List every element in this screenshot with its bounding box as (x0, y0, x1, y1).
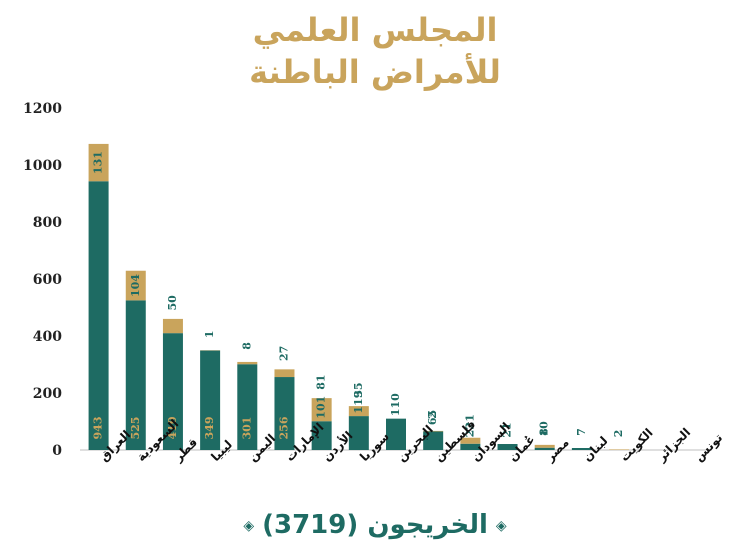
bar-segment-a (162, 333, 183, 450)
x-tick-label: الجزائر (654, 425, 693, 464)
bar-segment-b (162, 318, 183, 334)
bar-segment-a (348, 416, 369, 450)
bar-segment-a (311, 421, 332, 450)
data-label-b: 21 (463, 414, 476, 429)
y-tick-label: 0 (52, 443, 62, 459)
y-tick-label: 200 (33, 386, 62, 402)
data-label-b: 35 (352, 382, 365, 397)
bar-segment-a (460, 443, 481, 450)
bar-segment-a (200, 350, 221, 450)
bar-segment-a (386, 418, 406, 450)
bar-segment-a (237, 364, 258, 450)
y-tick-label: 400 (33, 329, 62, 345)
data-label-b: 104 (129, 274, 142, 297)
data-label-a: 525 (129, 417, 142, 440)
bar-segment-b (609, 449, 630, 450)
data-label-a: 65 (426, 410, 439, 425)
y-tick-label: 1000 (23, 158, 62, 174)
bar-segment-a (497, 444, 518, 450)
data-label-b: 2 (426, 411, 439, 419)
data-label-a: 8 (538, 428, 551, 436)
chart-title: المجلس العلمي (252, 11, 498, 49)
data-label-a: 943 (92, 417, 105, 440)
bar-segment-b (274, 369, 295, 378)
chart-subtitle: للأمراض الباطنة (249, 53, 501, 91)
data-label-b: 10 (538, 421, 551, 437)
value-labels: 9431315251044105034913018256271018111935… (92, 151, 625, 439)
data-label-a: 110 (389, 393, 402, 416)
data-label-b: 81 (315, 374, 328, 389)
bar-segment-b (423, 430, 444, 432)
data-label-b: 2 (612, 430, 625, 438)
graduates-count: (3719) (262, 510, 359, 540)
data-label-a: 119 (352, 391, 365, 414)
diamond-icon: ◈ (243, 517, 255, 534)
y-tick-label: 1200 (23, 101, 62, 117)
bar-segment-a (423, 431, 444, 450)
bar-segment-a (534, 447, 555, 450)
data-label-a: 256 (277, 416, 290, 439)
data-label-b: 8 (240, 342, 253, 350)
data-label-a: 21 (501, 422, 514, 437)
bar-segment-a (571, 448, 592, 450)
data-label-b: 1 (203, 330, 216, 338)
graduates-footer: ◈ الخريجون (3719) ◈ (0, 505, 750, 545)
data-label-a: 22 (463, 422, 476, 437)
diamond-icon: ◈ (495, 517, 507, 534)
data-label-a: 101 (315, 396, 328, 419)
x-tick-label: لبنان (580, 434, 610, 464)
data-label-a: 301 (240, 417, 253, 440)
x-tick-label: تونس (692, 431, 726, 465)
bar-segment-b (460, 437, 481, 444)
y-tick-label: 600 (33, 272, 62, 288)
bar-segment-b (237, 361, 258, 365)
data-label-a: 7 (575, 428, 588, 436)
bar-segment-b (311, 398, 332, 422)
bar-segment-a (274, 377, 295, 450)
data-label-b: 50 (166, 295, 179, 311)
bar-segment-b (125, 270, 146, 301)
bar-segment-a (88, 181, 109, 450)
bars (88, 143, 630, 450)
bar-segment-b (348, 406, 369, 417)
bar-segment-b (534, 444, 555, 448)
data-label-b: 131 (92, 151, 105, 174)
data-label-a: 349 (203, 417, 216, 440)
data-label-a: 410 (166, 416, 179, 439)
bar-segment-b (88, 143, 109, 182)
graduates-label: الخريجون (367, 510, 488, 540)
data-label-b: 27 (277, 346, 290, 361)
y-tick-label: 800 (33, 215, 62, 231)
bar-segment-a (125, 300, 146, 450)
